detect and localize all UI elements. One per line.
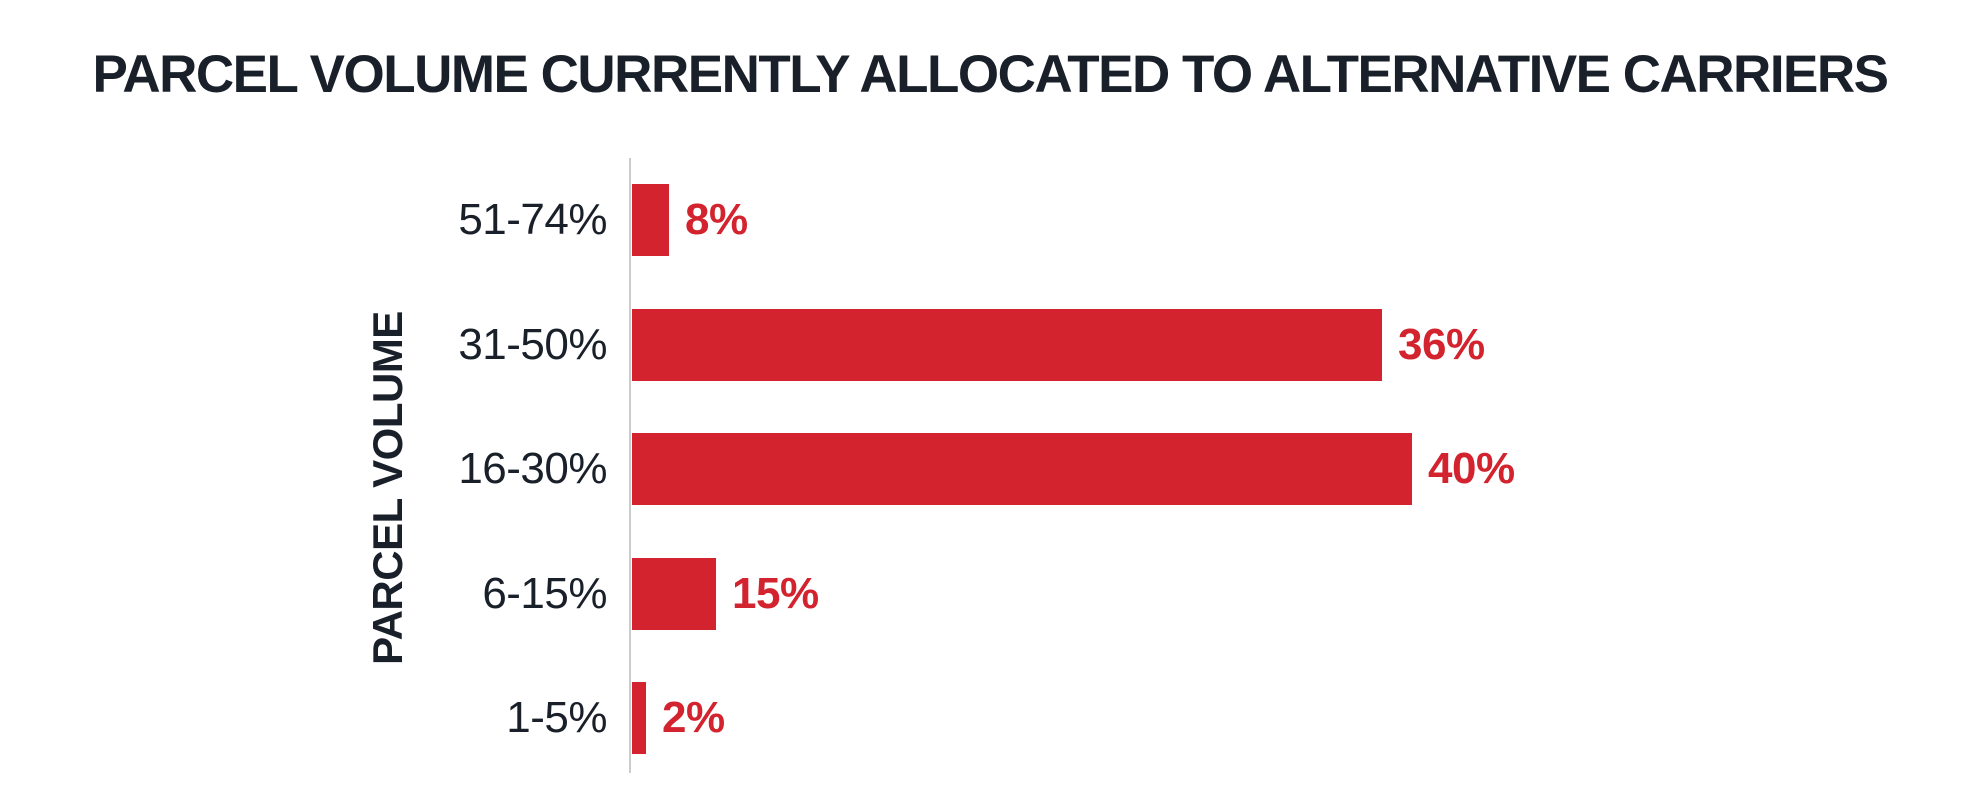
category-label: 31-50% <box>458 320 607 369</box>
value-label: 40% <box>1428 444 1515 493</box>
bar <box>632 309 1382 381</box>
bar <box>632 682 646 754</box>
bar <box>632 558 716 630</box>
bar <box>632 433 1412 505</box>
bar-row: 6-15% 15% <box>0 558 1980 630</box>
value-label: 15% <box>732 569 819 618</box>
bar-row: 1-5% 2% <box>0 682 1980 754</box>
category-label: 16-30% <box>458 444 607 493</box>
chart-title: PARCEL VOLUME CURRENTLY ALLOCATED TO ALT… <box>92 45 1889 104</box>
category-label: 6-15% <box>482 569 607 618</box>
bar-row: 31-50% 36% <box>0 309 1980 381</box>
y-axis-line <box>629 158 631 773</box>
category-label: 1-5% <box>506 693 607 742</box>
value-label: 8% <box>685 195 748 244</box>
value-label: 36% <box>1398 320 1485 369</box>
bar-row: 51-74% 8% <box>0 184 1980 256</box>
bar-row: 16-30% 40% <box>0 433 1980 505</box>
bar <box>632 184 669 256</box>
value-label: 2% <box>662 693 725 742</box>
category-label: 51-74% <box>458 195 607 244</box>
